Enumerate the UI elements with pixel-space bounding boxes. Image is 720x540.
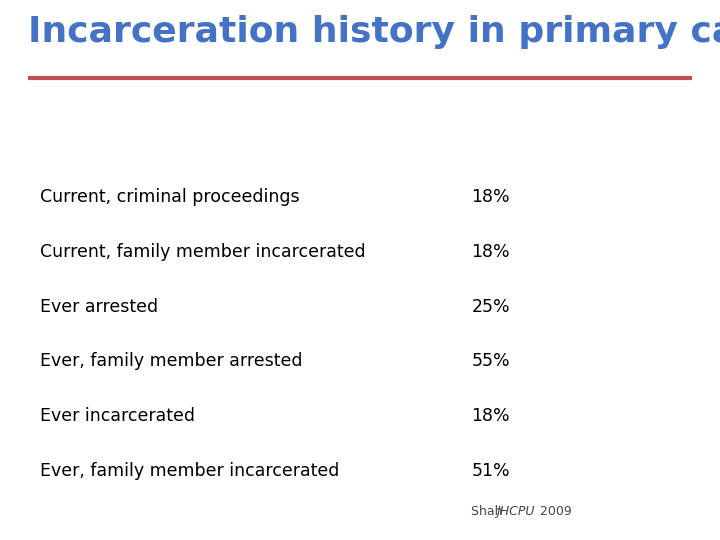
Text: Percent of sample
(N = 118): Percent of sample (N = 118)	[472, 112, 642, 153]
Text: 2009: 2009	[536, 505, 572, 518]
Text: 18%: 18%	[472, 407, 510, 425]
Text: 51%: 51%	[472, 462, 510, 480]
Text: Current, criminal proceedings: Current, criminal proceedings	[40, 188, 300, 206]
Text: Shah: Shah	[472, 505, 507, 518]
Text: JHCPU: JHCPU	[496, 505, 535, 518]
Text: 18%: 18%	[472, 188, 510, 206]
Text: Survey Question: Survey Question	[40, 124, 207, 141]
Text: 18%: 18%	[472, 243, 510, 261]
Text: 55%: 55%	[472, 352, 510, 370]
Text: Ever, family member incarcerated: Ever, family member incarcerated	[40, 462, 339, 480]
Text: Ever arrested: Ever arrested	[40, 298, 158, 316]
Text: Ever, family member arrested: Ever, family member arrested	[40, 352, 302, 370]
Text: Ever incarcerated: Ever incarcerated	[40, 407, 195, 425]
Text: 25%: 25%	[472, 298, 510, 316]
Text: Current, family member incarcerated: Current, family member incarcerated	[40, 243, 366, 261]
Text: Incarceration history in primary care: Incarceration history in primary care	[28, 15, 720, 49]
